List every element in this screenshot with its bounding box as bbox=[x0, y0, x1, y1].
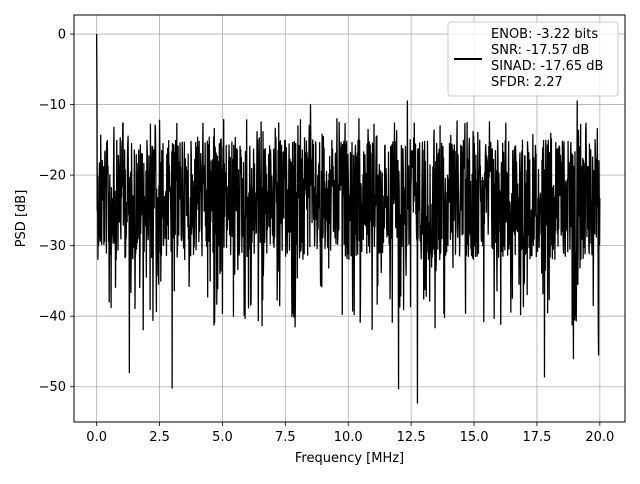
y-axis-label: PSD [dB] bbox=[14, 190, 29, 248]
x-tick-label: 0.0 bbox=[86, 430, 107, 445]
y-tick-label: −40 bbox=[39, 310, 66, 325]
legend-entry-enob: ENOB: -3.22 bits bbox=[491, 27, 598, 42]
series-psd bbox=[95, 34, 601, 404]
x-tick-label: 5.0 bbox=[212, 430, 233, 445]
x-axis-label: Frequency [MHz] bbox=[295, 451, 404, 466]
y-tick-label: −50 bbox=[39, 380, 66, 395]
legend-entry-sinad: SINAD: -17.65 dB bbox=[491, 59, 603, 74]
x-tick-label: 2.5 bbox=[149, 430, 170, 445]
legend: ENOB: -3.22 bits SNR: -17.57 dB SINAD: -… bbox=[447, 21, 619, 97]
y-tick-label: −30 bbox=[39, 239, 66, 254]
psd-line bbox=[95, 34, 601, 404]
legend-box bbox=[447, 21, 619, 97]
y-tick-label: 0 bbox=[58, 28, 66, 43]
x-tick-label: 20.0 bbox=[585, 430, 614, 445]
legend-entry-snr: SNR: -17.57 dB bbox=[491, 43, 589, 58]
y-axis: 0 −10 −20 −30 −40 −50 bbox=[39, 28, 74, 395]
x-tick-label: 12.5 bbox=[397, 430, 426, 445]
x-tick-label: 15.0 bbox=[460, 430, 489, 445]
y-tick-label: −20 bbox=[39, 169, 66, 184]
x-tick-label: 10.0 bbox=[334, 430, 363, 445]
y-tick-label: −10 bbox=[39, 98, 66, 113]
x-tick-label: 7.5 bbox=[275, 430, 296, 445]
x-axis: 0.0 2.5 5.0 7.5 10.0 12.5 15.0 17.5 20.0 bbox=[86, 422, 614, 445]
plot-frame bbox=[73, 14, 626, 423]
legend-entry-sfdr: SFDR: 2.27 bbox=[491, 75, 563, 90]
x-tick-label: 17.5 bbox=[522, 430, 551, 445]
